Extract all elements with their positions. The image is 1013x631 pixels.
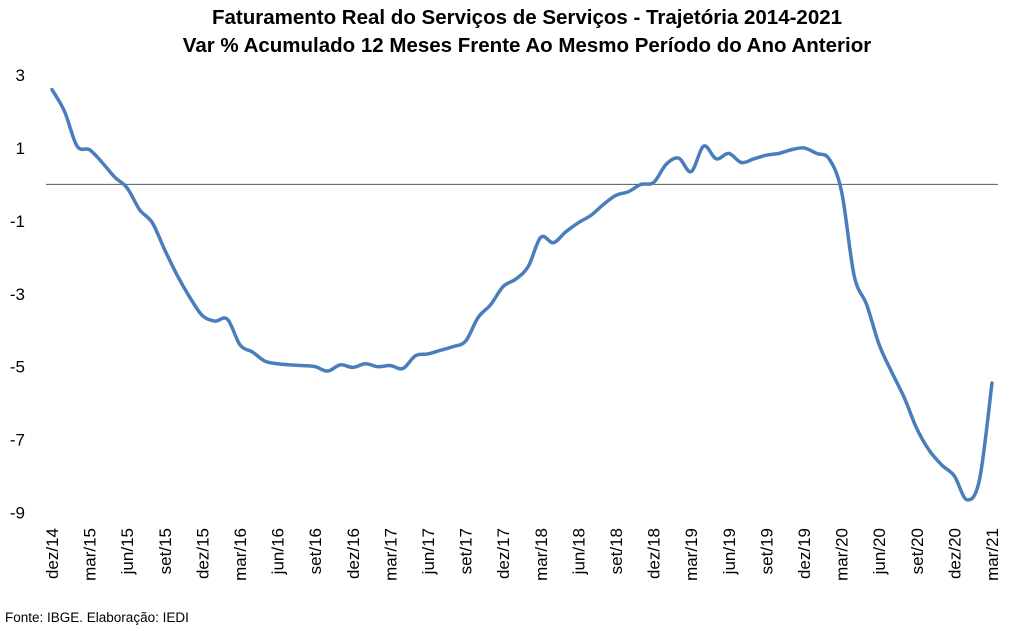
y-tick-label: 1	[16, 139, 25, 158]
x-axis-labels: dez/14 mar/15 jun/15 set/15 dez/15 mar/16 jun/…	[43, 528, 1002, 581]
x-tick-label: mar/19	[682, 528, 701, 581]
x-tick-label: jun/18	[569, 528, 588, 575]
x-tick-label: dez/20	[945, 528, 964, 579]
x-tick-label: jun/16	[269, 528, 288, 575]
x-tick-label: jun/17	[419, 528, 438, 575]
x-tick-label: jun/20	[870, 528, 889, 575]
chart-subtitle: Var % Acumulado 12 Meses Frente Ao Mesmo…	[182, 34, 872, 57]
x-tick-label: mar/21	[983, 528, 1002, 581]
x-tick-label: mar/20	[833, 528, 852, 581]
x-tick-label: set/15	[156, 528, 175, 574]
x-tick-label: mar/16	[231, 528, 250, 581]
x-tick-label: set/19	[757, 528, 776, 574]
x-tick-label: mar/18	[532, 528, 551, 581]
y-tick-label: -9	[10, 504, 25, 523]
x-tick-label: jun/15	[118, 528, 137, 575]
line-chart: 31-1-3-5-7-9 dez/14 mar/15 jun/15 set/15 dez…	[10, 66, 1002, 581]
x-tick-label: mar/15	[81, 528, 100, 581]
x-tick-label: dez/16	[344, 528, 363, 579]
x-tick-label: mar/17	[381, 528, 400, 581]
chart-title-block: Faturamento Real do Serviços de Serviços…	[42, 4, 1012, 60]
x-tick-label: set/17	[457, 528, 476, 574]
x-tick-label: set/18	[607, 528, 626, 574]
x-tick-label: dez/19	[795, 528, 814, 579]
x-tick-label: dez/18	[645, 528, 664, 579]
source-note: Fonte: IBGE. Elaboração: IEDI	[5, 610, 189, 625]
chart-title: Faturamento Real do Serviços de Serviços…	[211, 6, 843, 29]
x-tick-label: dez/15	[193, 528, 212, 579]
y-tick-label: -5	[10, 358, 25, 377]
x-tick-label: set/20	[908, 528, 927, 574]
y-tick-label: -7	[10, 431, 25, 450]
x-tick-label: set/16	[306, 528, 325, 574]
x-tick-label: dez/14	[43, 528, 62, 579]
y-tick-label: -3	[10, 285, 25, 304]
series-line	[50, 87, 994, 502]
y-axis-labels: 3 1 -1 -3 -5 -7 -9	[10, 66, 25, 523]
y-tick-label: -1	[10, 212, 25, 231]
y-tick-label: 3	[16, 66, 25, 85]
x-tick-label: dez/17	[494, 528, 513, 579]
x-tick-label: jun/19	[720, 528, 739, 575]
